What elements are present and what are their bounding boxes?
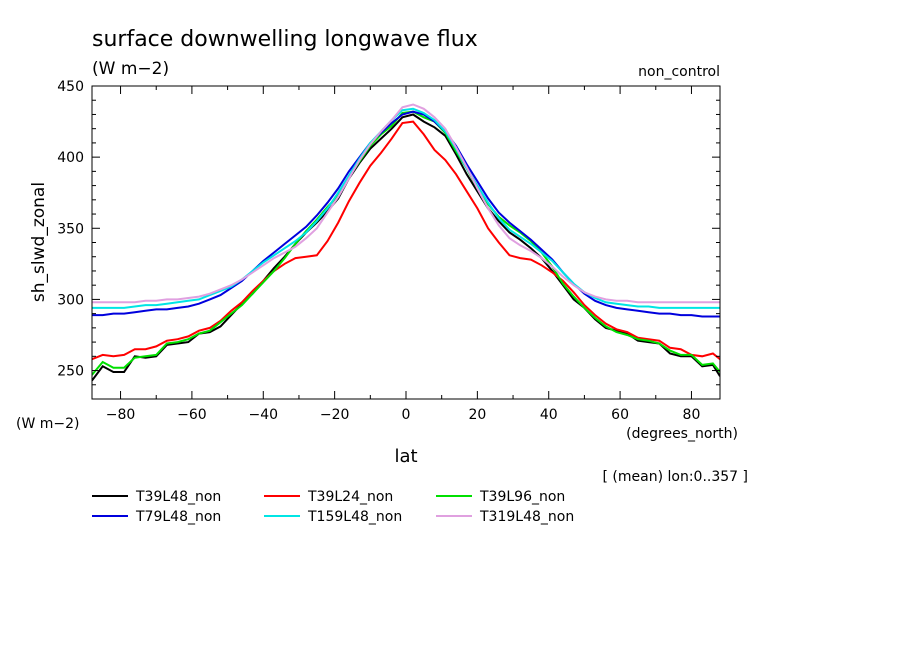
chart-subtitle: (W m−2) [92, 59, 169, 79]
y-tick-label: 400 [57, 150, 84, 166]
legend-entry-label: T39L48_non [135, 489, 221, 505]
x-tick-label: −40 [248, 407, 278, 423]
x-tick-label: −20 [320, 407, 350, 423]
x-tick-label: 20 [468, 407, 486, 423]
y-axis-units: (W m−2) [16, 416, 80, 432]
legend-entry-label: T39L96_non [479, 489, 565, 505]
series-line-5 [92, 103, 720, 304]
x-axis-units: (degrees_north) [626, 426, 738, 442]
averaging-note: [ (mean) lon:0..357 ] [603, 469, 748, 485]
x-ticks: −80 −60 −40 −20 0 20 40 60 80 [106, 86, 701, 423]
y-tick-label: 450 [57, 79, 84, 95]
y-ticks: 250 300 350 400 450 [57, 79, 720, 386]
legend-entry-label: T319L48_non [479, 509, 574, 525]
series-line-4 [92, 107, 720, 309]
y-tick-label: 250 [57, 364, 84, 380]
x-tick-label: 40 [540, 407, 558, 423]
x-tick-label: 0 [402, 407, 411, 423]
y-axis-label: sh_slwd_zonal [29, 182, 49, 302]
legend: T39L48_non T39L24_non T39L96_non T79L48_non… [92, 489, 574, 525]
series-layer [92, 103, 720, 382]
series-line-1 [92, 120, 720, 361]
chart-title: surface downwelling longwave flux [92, 27, 478, 52]
plot-frame [91, 85, 721, 400]
y-tick-label: 300 [57, 292, 84, 308]
x-axis-label: lat [394, 446, 417, 467]
x-tick-label: −60 [177, 407, 207, 423]
x-tick-label: 80 [683, 407, 701, 423]
y-tick-label: 350 [57, 221, 84, 237]
x-tick-label: −80 [106, 407, 136, 423]
series-line-3 [92, 110, 720, 318]
legend-entry-label: T79L48_non [135, 509, 221, 525]
series-line-2 [92, 110, 720, 376]
legend-entry-label: T159L48_non [307, 509, 402, 525]
experiment-label: non_control [638, 64, 720, 80]
legend-entry-label: T39L24_non [307, 489, 393, 505]
x-tick-label: 60 [611, 407, 629, 423]
